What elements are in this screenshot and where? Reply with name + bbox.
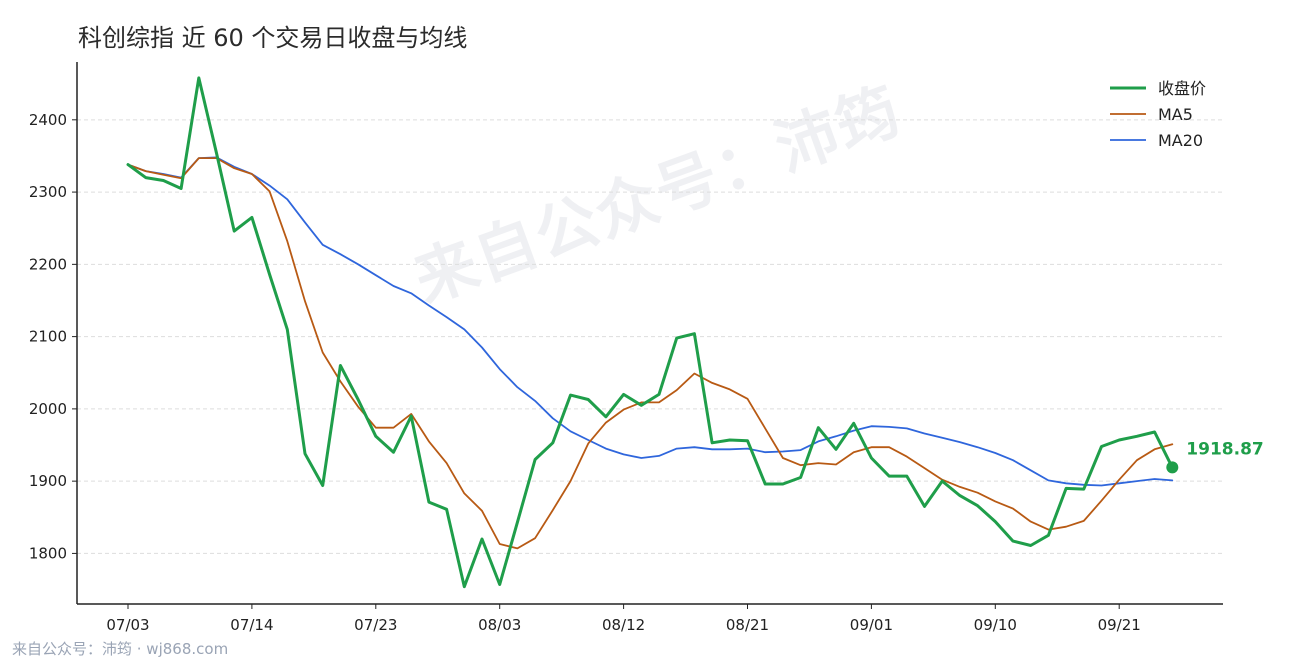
- series-line-ma20: [127, 156, 1174, 487]
- tick-labels: 1800 1900 2000 2100 2200 2300 2400 07/03 07/14 07…: [29, 111, 1141, 634]
- footer-source: 来自公众号：沛筠 · wj868.com: [12, 640, 229, 658]
- series-lines: [126, 76, 1174, 589]
- x-tick-label: 07/14: [230, 616, 273, 634]
- legend-label: MA5: [1158, 105, 1193, 124]
- axes: [72, 62, 1223, 609]
- x-tick-label: 09/01: [850, 616, 893, 634]
- legend-label: MA20: [1158, 131, 1203, 150]
- annotations: 1918.87: [1166, 439, 1264, 474]
- x-tick-label: 09/10: [974, 616, 1017, 634]
- legend-label: 收盘价: [1158, 79, 1206, 98]
- series-line-ma5: [127, 157, 1174, 550]
- x-tick-label: 09/21: [1098, 616, 1141, 634]
- series-line-close: [126, 76, 1174, 589]
- last-point-marker: [1166, 461, 1179, 474]
- chart-title: 科创综指 近 60 个交易日收盘与均线: [78, 24, 468, 52]
- x-tick-label: 08/21: [726, 616, 769, 634]
- legend: 收盘价 MA5 MA20: [1110, 79, 1206, 150]
- x-tick-label: 08/12: [602, 616, 645, 634]
- y-tick-label: 2400: [29, 111, 67, 129]
- y-tick-label: 2100: [29, 328, 67, 346]
- grid-lines: [77, 119, 1223, 554]
- last-value-label: 1918.87: [1186, 439, 1263, 459]
- x-tick-label: 07/03: [106, 616, 149, 634]
- y-tick-label: 1900: [29, 472, 67, 490]
- y-tick-label: 2300: [29, 183, 67, 201]
- y-tick-label: 1800: [29, 544, 67, 562]
- y-tick-label: 2200: [29, 255, 67, 273]
- y-tick-label: 2000: [29, 400, 67, 418]
- x-tick-label: 08/03: [478, 616, 521, 634]
- x-tick-label: 07/23: [354, 616, 397, 634]
